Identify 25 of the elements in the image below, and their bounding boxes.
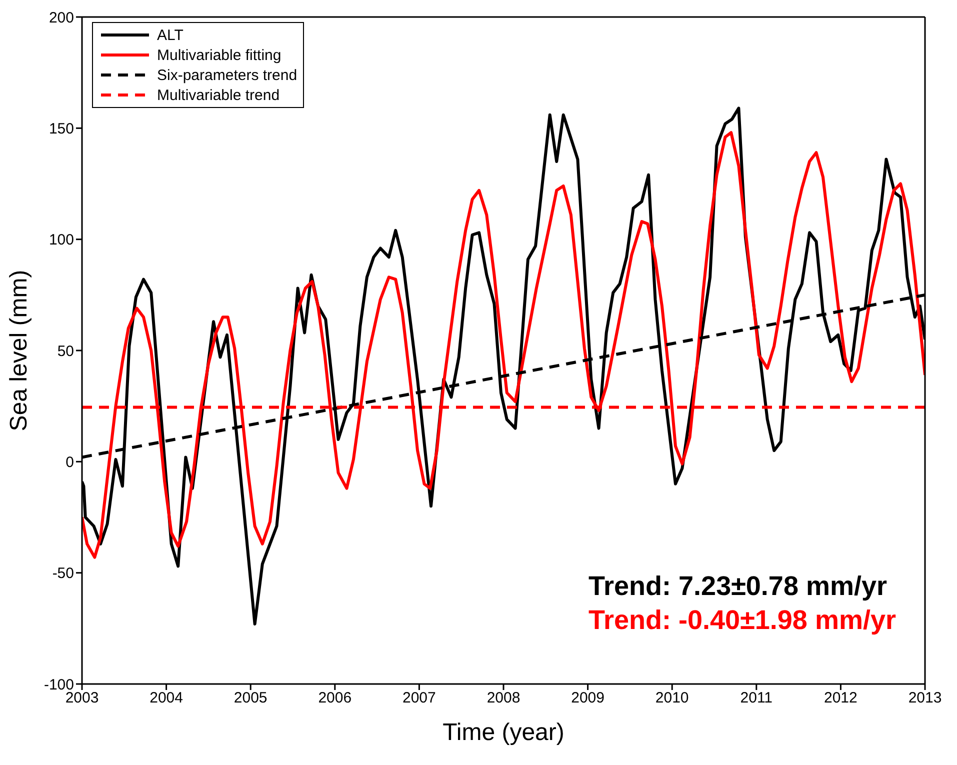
y-axis-title: Sea level (mm) <box>6 270 33 432</box>
x-tick-label: 2012 <box>824 690 858 707</box>
y-tick-label: 150 <box>48 120 74 138</box>
x-tick-label: 2008 <box>486 690 520 707</box>
y-tick-label: 50 <box>57 342 74 360</box>
y-tick-label: -50 <box>52 565 74 582</box>
x-tick-label: 2007 <box>402 690 436 707</box>
legend-label: ALT <box>157 26 184 44</box>
legend-label: Multivariable fitting <box>157 46 282 64</box>
annotation: Trend: 7.23±0.78 mm/yr <box>588 570 888 603</box>
x-axis-title: Time (year) <box>442 719 564 746</box>
y-tick-label: 200 <box>48 9 74 26</box>
x-tick-label: 2005 <box>234 690 268 707</box>
y-tick-label: 0 <box>66 454 74 471</box>
y-tick-label: 100 <box>48 232 74 249</box>
annotation: Trend: -0.40±1.98 mm/yr <box>588 604 896 637</box>
x-tick-label: 2006 <box>318 690 352 707</box>
line-series <box>82 131 925 559</box>
x-tick-label: 2013 <box>908 690 942 707</box>
legend-label: Six-parameters trend <box>157 66 298 84</box>
x-tick-label: 2009 <box>571 690 604 707</box>
x-tick-label: 2011 <box>740 690 773 707</box>
x-tick-label: 2010 <box>655 690 689 707</box>
legend-label: Multivariable trend <box>157 86 280 104</box>
x-tick-label: 2004 <box>150 690 183 707</box>
